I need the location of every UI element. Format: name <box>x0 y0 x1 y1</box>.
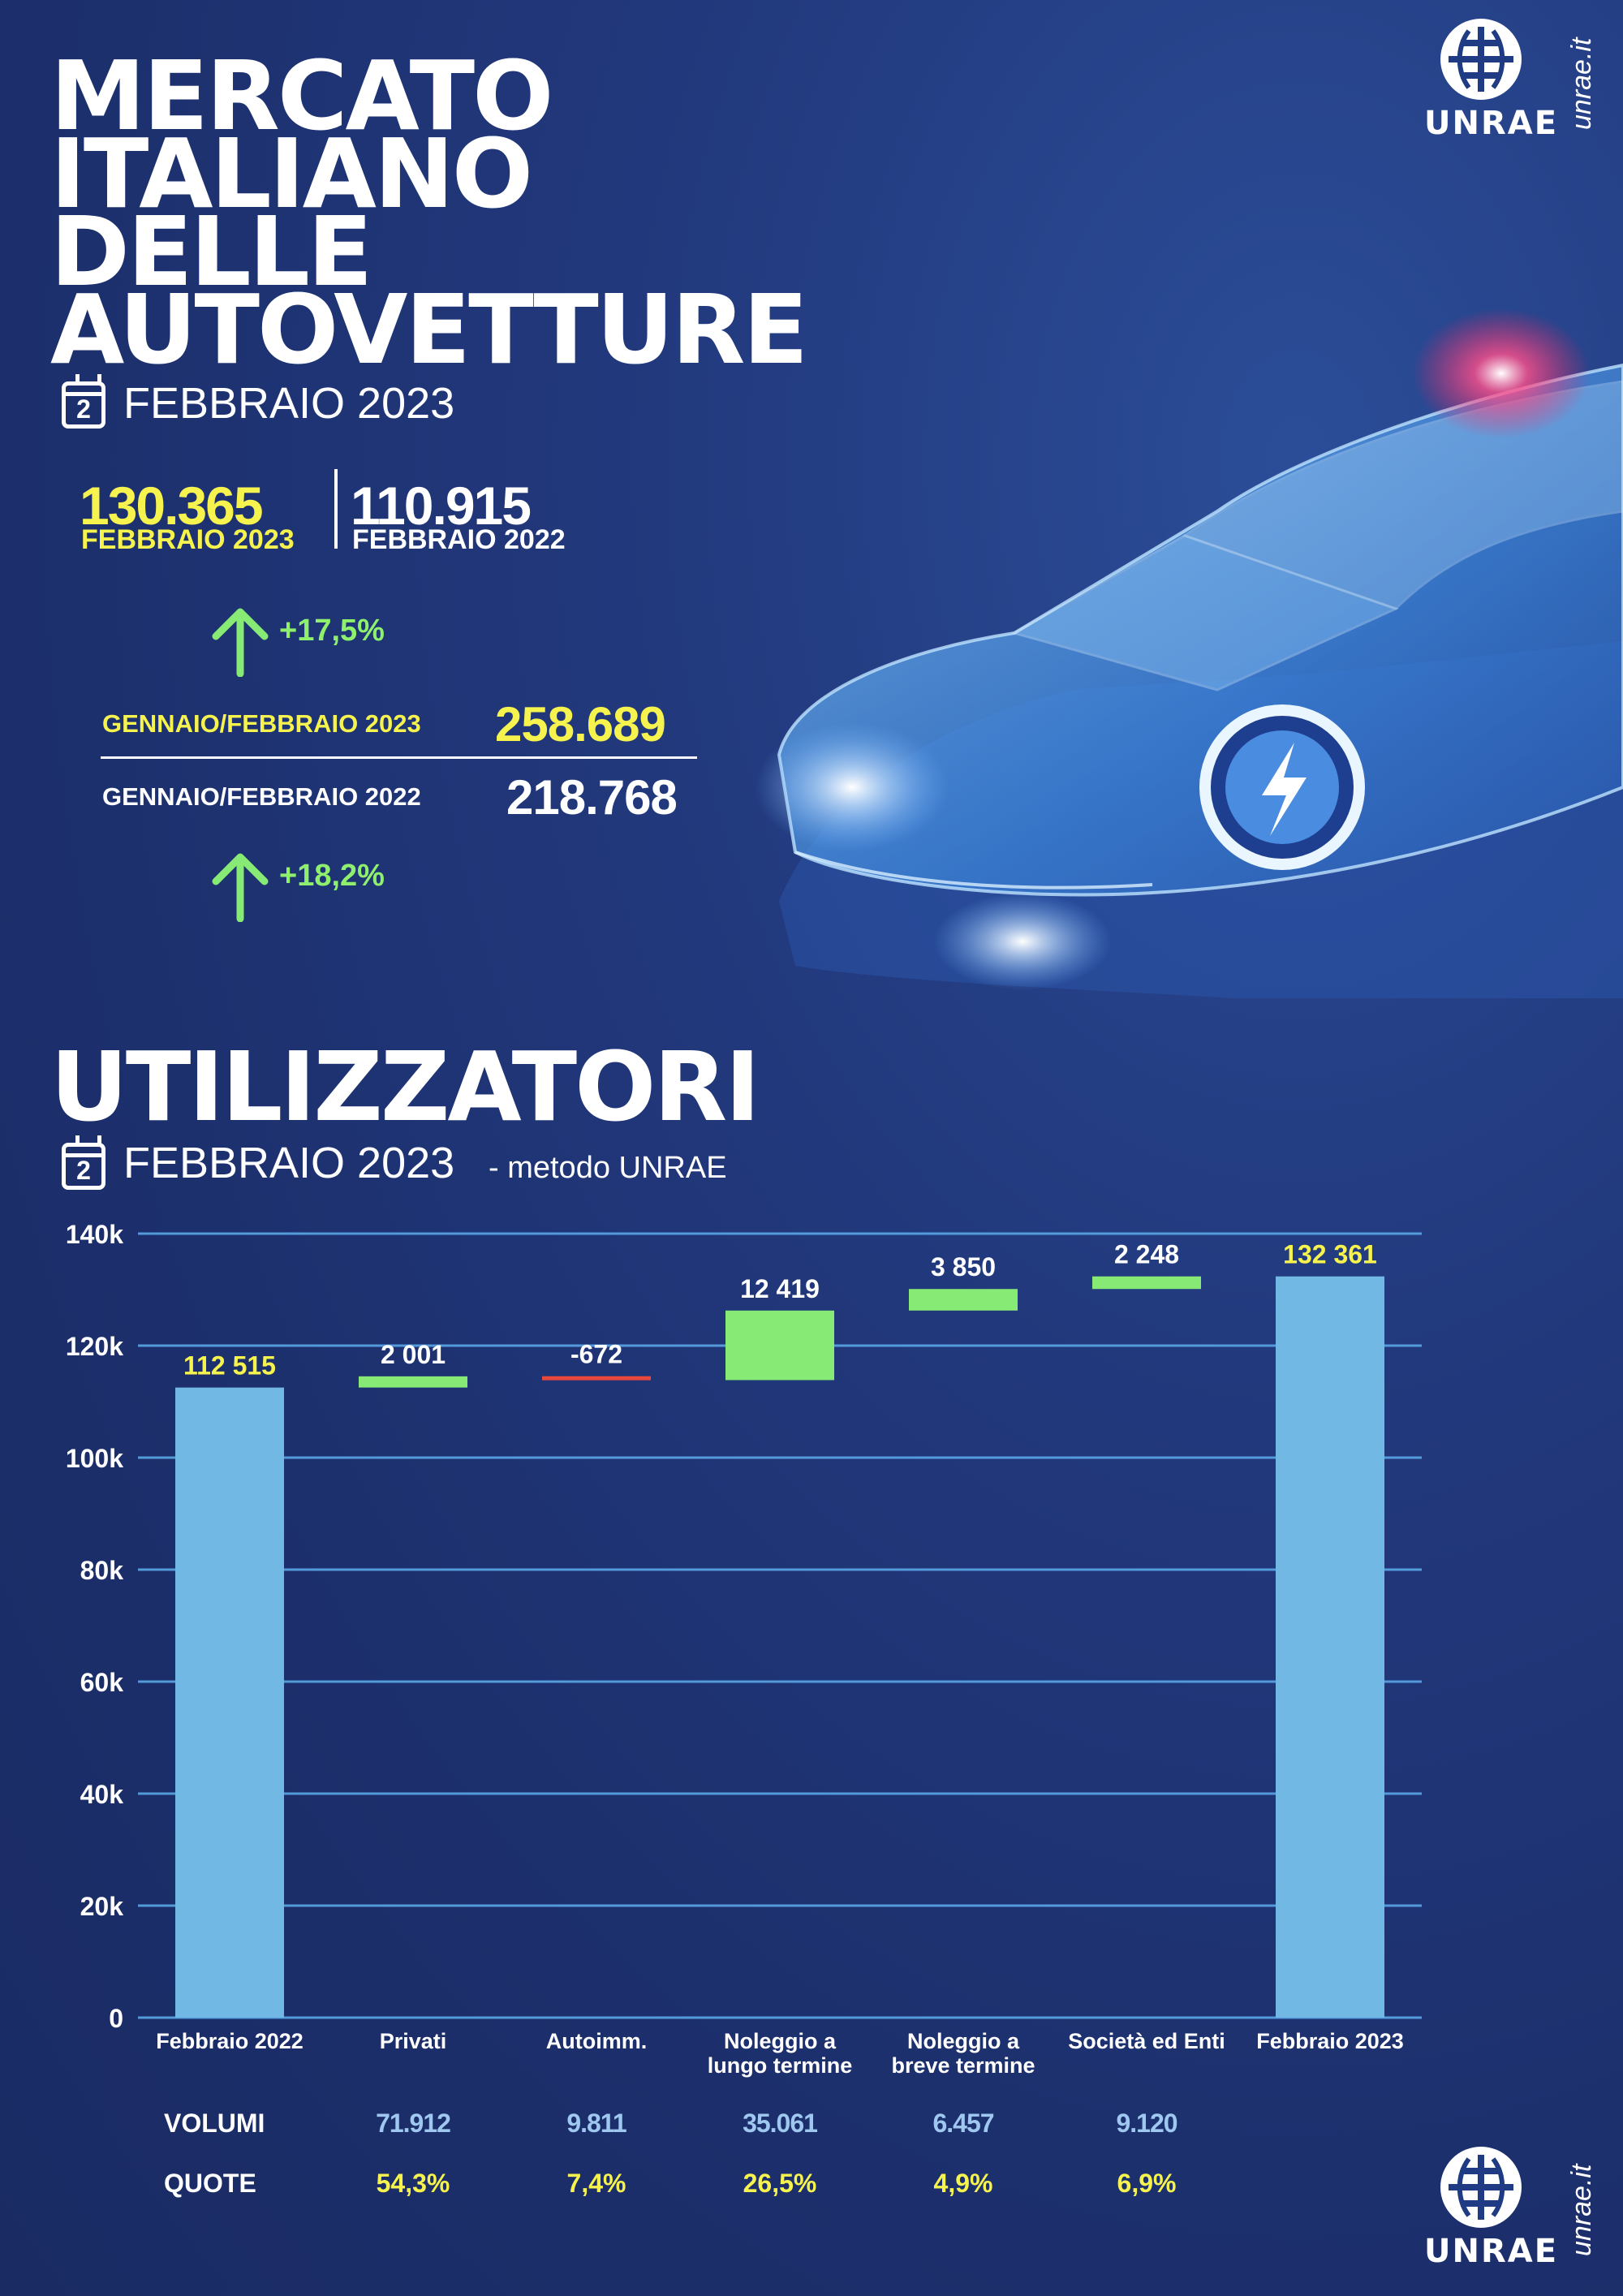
up-arrow-icon <box>212 853 269 922</box>
volume-cell: 9.120 <box>1116 2109 1177 2138</box>
share-cell: 7,4% <box>566 2169 626 2198</box>
ytd-previous-value: 218.768 <box>506 770 678 825</box>
x-tick-label: Febbraio 2022 <box>156 2029 304 2053</box>
x-tick-label: Febbraio 2023 <box>1256 2029 1404 2053</box>
kpi-current-label: FEBBRAIO 2023 <box>81 524 295 555</box>
site-url: unrae.it <box>1566 2164 1597 2256</box>
data-label: 132 361 <box>1283 1240 1377 1269</box>
volume-cell: 71.912 <box>376 2109 451 2138</box>
data-label: 12 419 <box>740 1274 820 1303</box>
unrae-emblem-icon <box>1440 2147 1522 2228</box>
data-label: 2 001 <box>381 1340 446 1369</box>
ytd-previous-label: GENNAIO/FEBBRAIO 2022 <box>102 782 421 811</box>
y-tick-label: 20k <box>80 1892 124 1921</box>
share-cell: 4,9% <box>933 2169 993 2198</box>
kpi-previous-value: 110.915 <box>351 476 532 536</box>
data-label: 3 850 <box>931 1252 996 1282</box>
y-tick-label: 0 <box>109 2004 123 2033</box>
unrae-logo: UNRAE <box>1424 15 1556 142</box>
y-tick-label: 140k <box>66 1220 123 1249</box>
waterfall-bar <box>542 1376 651 1381</box>
title-line: ITALIANO <box>50 118 533 230</box>
logo-wordmark: UNRAE <box>1424 2233 1559 2270</box>
ytd-current-label: GENNAIO/FEBBRAIO 2023 <box>102 709 421 738</box>
volumi-label: VOLUMI <box>164 2109 265 2138</box>
waterfall-bar <box>1092 1276 1201 1290</box>
waterfall-bar <box>725 1310 834 1381</box>
share-cell: 54,3% <box>376 2169 450 2198</box>
kpi-divider <box>334 469 338 549</box>
unrae-logo: UNRAE <box>1424 2143 1556 2270</box>
share-cell: 26,5% <box>743 2169 817 2198</box>
waterfall-bar <box>359 1376 467 1388</box>
volume-cell: 6.457 <box>932 2109 994 2138</box>
logo-wordmark: UNRAE <box>1424 105 1559 142</box>
share-cell: 6,9% <box>1117 2169 1177 2198</box>
title-line: MERCATO <box>50 40 553 152</box>
y-tick-label: 60k <box>80 1668 124 1697</box>
section-period: FEBBRAIO 2023 <box>123 1139 455 1187</box>
x-tick-label: lungo termine <box>708 2053 853 2078</box>
ytd-change: +18,2% <box>279 859 385 893</box>
section-title: UTILIZZATORI <box>50 1031 760 1143</box>
waterfall-chart: 0 20k 40k 60k 80k 100k 120k 140k 112 515 Febbraio… <box>66 1220 1422 2078</box>
calendar-icon: 2 <box>62 1135 105 1190</box>
volume-cell: 35.061 <box>743 2109 818 2138</box>
y-tick-label: 100k <box>66 1444 123 1473</box>
calendar-icon: 2 <box>62 374 105 429</box>
data-label: 112 515 <box>183 1351 276 1381</box>
unrae-emblem-icon <box>1440 19 1522 100</box>
car-illustration <box>755 308 1623 998</box>
waterfall-bar <box>1276 1276 1384 2018</box>
main-title: MERCATO ITALIANO DELLE AUTOVETTURE <box>50 40 808 386</box>
y-tick-label: 120k <box>66 1332 123 1361</box>
title-line: AUTOVETTURE <box>50 274 808 386</box>
data-label: 2 248 <box>1114 1240 1179 1269</box>
month-change: +17,5% <box>279 614 385 648</box>
x-tick-label: Società ed Enti <box>1068 2029 1225 2053</box>
y-tick-label: 80k <box>80 1556 124 1585</box>
x-tick-label: Autoimm. <box>546 2029 648 2053</box>
period-label: FEBBRAIO 2023 <box>123 379 455 428</box>
waterfall-bar <box>909 1289 1018 1311</box>
y-tick-label: 40k <box>80 1780 124 1809</box>
kpi-current-value: 130.365 <box>80 476 264 536</box>
waterfall-bar <box>175 1387 284 2018</box>
calendar-day: 2 <box>76 1156 91 1185</box>
x-tick-label: Noleggio a <box>724 2029 837 2053</box>
site-url: unrae.it <box>1566 37 1597 130</box>
x-tick-label: breve termine <box>891 2053 1035 2078</box>
ytd-divider <box>101 756 697 759</box>
section-method: - metodo UNRAE <box>489 1151 727 1185</box>
x-tick-label: Noleggio a <box>907 2029 1020 2053</box>
data-label: -672 <box>570 1340 622 1369</box>
calendar-day: 2 <box>76 394 91 424</box>
ytd-current-value: 258.689 <box>495 697 666 752</box>
kpi-previous-label: FEBBRAIO 2022 <box>352 524 566 555</box>
title-line: DELLE <box>50 196 373 308</box>
volume-cell: 9.811 <box>566 2109 626 2138</box>
quote-label: QUOTE <box>164 2169 256 2198</box>
x-tick-label: Privati <box>380 2029 447 2053</box>
up-arrow-icon <box>212 608 269 677</box>
